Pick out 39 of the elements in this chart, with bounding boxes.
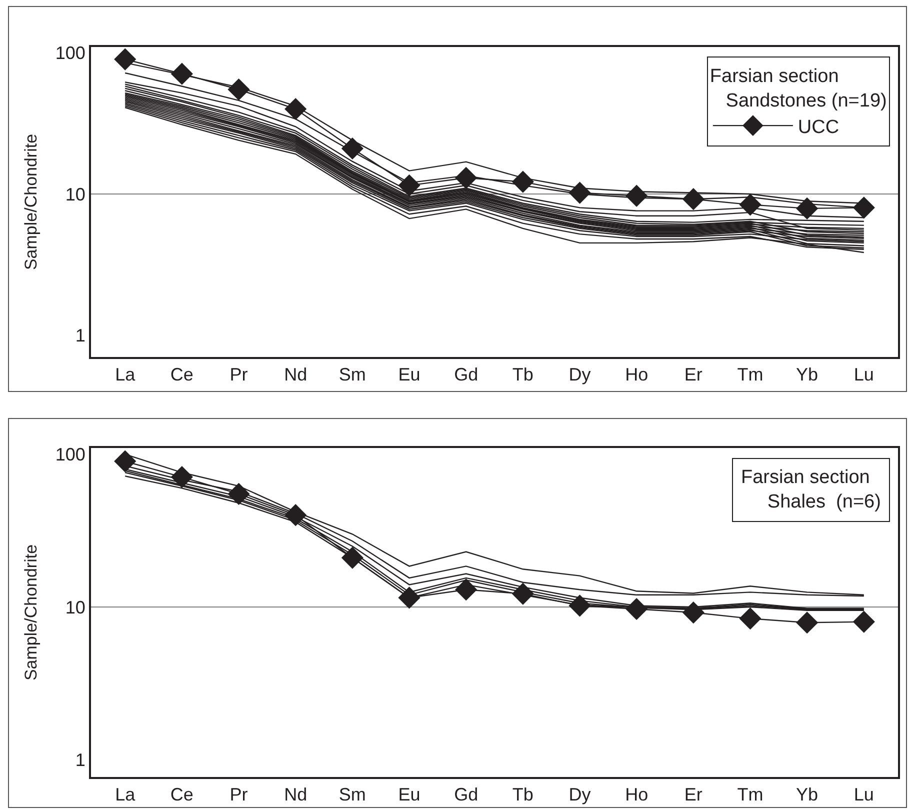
x-tick-label: Eu [398, 364, 420, 385]
y-tick-label: 100 [55, 43, 86, 64]
x-tick-label: Yb [796, 364, 818, 385]
x-tick-label: Dy [568, 784, 591, 805]
x-tick-label: Sm [338, 784, 366, 805]
x-tick-label: Er [684, 784, 702, 805]
x-tick-label: Gd [454, 364, 478, 385]
legend-title: Farsian section Shales (n=6) [741, 467, 881, 513]
x-tick-label: Ho [625, 784, 648, 805]
x-tick-label: Tb [512, 364, 534, 385]
legend-title: Farsian section Sandstones (n=19) [710, 66, 887, 112]
x-tick-label: Ce [170, 364, 194, 385]
y-tick-label: 10 [65, 184, 86, 204]
legend-label: UCC [798, 116, 840, 138]
x-tick-label: Lu [854, 364, 874, 385]
x-tick-label: Er [684, 364, 702, 385]
x-tick-label: Ce [170, 784, 194, 805]
x-tick-label: Nd [284, 364, 308, 385]
x-tick-label: Tb [512, 784, 534, 805]
x-tick-label: Lu [854, 784, 874, 805]
x-tick-label: Sm [338, 364, 366, 385]
x-tick-label: Dy [568, 364, 591, 385]
x-tick-label: Ho [625, 364, 648, 385]
y-tick-label: 10 [65, 597, 86, 618]
x-tick-label: Pr [230, 784, 248, 805]
y-tick-label: 1 [75, 750, 86, 770]
x-tick-label: Nd [284, 784, 308, 805]
y-axis-title: Sample/Chondrite [21, 544, 40, 681]
y-tick-label: 100 [55, 444, 86, 465]
x-tick-label: Eu [398, 784, 420, 805]
x-tick-label: Tm [737, 784, 764, 805]
x-tick-label: Pr [230, 364, 248, 385]
x-tick-label: Tm [737, 364, 764, 385]
x-tick-label: Gd [454, 784, 478, 805]
y-axis-title: Sample/Chondrite [21, 134, 40, 270]
y-tick-label: 1 [75, 325, 86, 346]
x-tick-label: Yb [796, 784, 818, 805]
x-tick-label: La [115, 364, 136, 385]
x-tick-label: La [115, 784, 136, 805]
